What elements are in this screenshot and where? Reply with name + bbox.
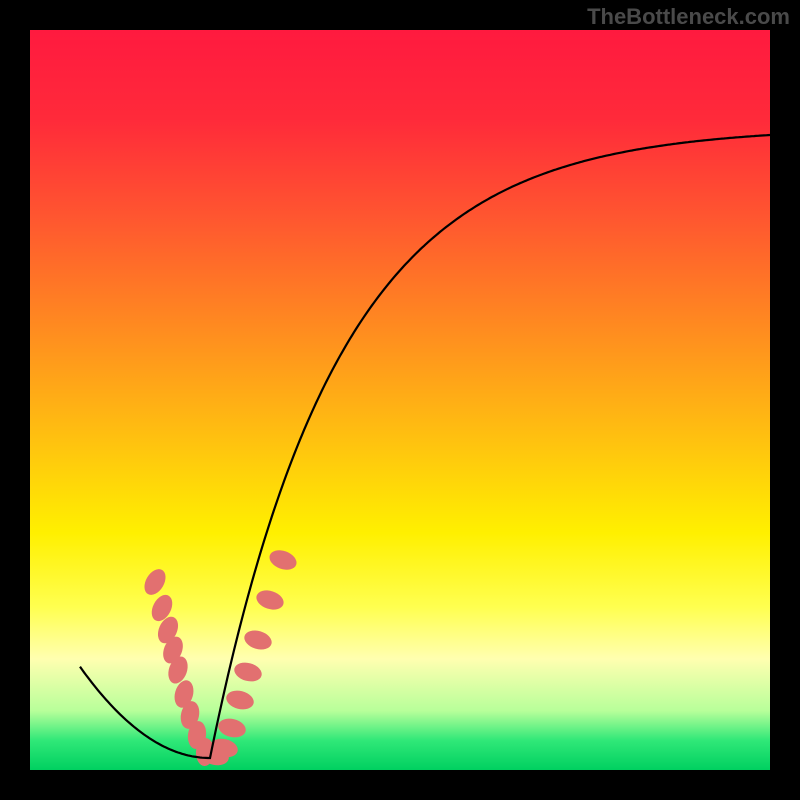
bottleneck-chart [0, 0, 800, 800]
watermark-text: TheBottleneck.com [587, 4, 790, 30]
chart-frame: TheBottleneck.com [0, 0, 800, 800]
gradient-background [30, 30, 770, 770]
